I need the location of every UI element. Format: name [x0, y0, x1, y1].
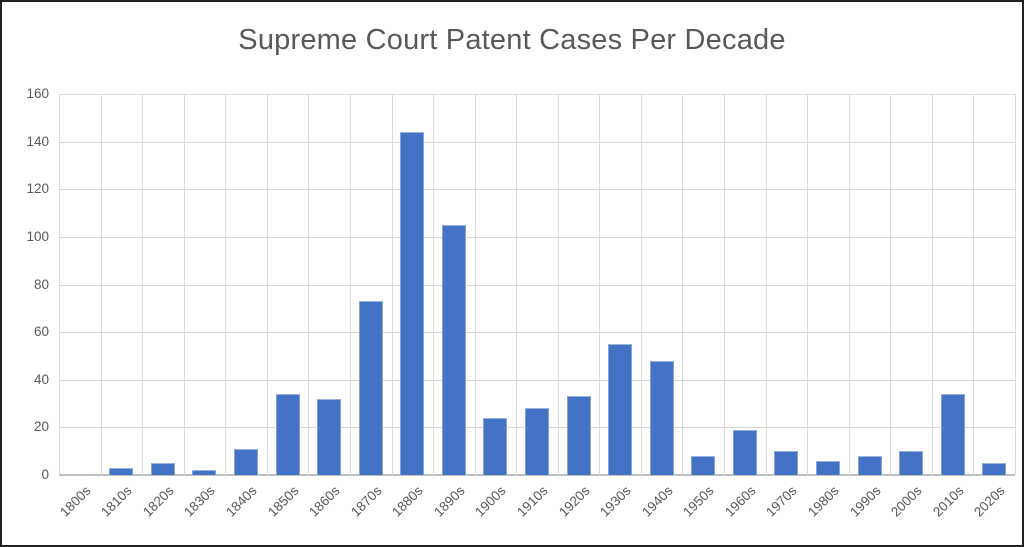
y-tick-label-120: 120 [26, 181, 49, 197]
bar-1870s [358, 301, 383, 475]
bar-1810s [109, 468, 134, 475]
gridline-vertical [973, 94, 974, 475]
y-tick-label-20: 20 [33, 419, 49, 435]
gridline-vertical [308, 94, 309, 475]
gridline-vertical [766, 94, 767, 475]
bar-1910s [525, 408, 549, 475]
gridline-vertical [558, 94, 559, 475]
bar-1990s [857, 456, 882, 475]
gridline-vertical [890, 94, 891, 475]
y-tick-label-160: 160 [26, 86, 49, 101]
y-tick-label-80: 80 [33, 276, 49, 292]
gridline-vertical [807, 94, 808, 475]
gridline-horizontal [59, 189, 1015, 191]
bar-1890s [441, 225, 466, 475]
bar-2000s [899, 451, 924, 475]
bar-1860s [317, 399, 342, 475]
gridline-vertical [724, 94, 725, 475]
gridline-vertical [184, 94, 185, 475]
bar-1840s [234, 449, 259, 475]
bar-1930s [608, 344, 633, 475]
gridline-vertical [101, 94, 102, 475]
y-tick-label-140: 140 [26, 133, 49, 149]
gridline-vertical [142, 94, 143, 475]
bar-2020s [982, 463, 1007, 475]
gridline-vertical [225, 94, 226, 475]
gridline-vertical [682, 94, 683, 475]
bar-1880s [400, 132, 425, 475]
gridline-vertical [267, 94, 268, 475]
bar-2010s [940, 394, 965, 475]
gridline-horizontal [59, 332, 1015, 334]
x-axis-line [59, 474, 1015, 476]
gridline-horizontal [59, 236, 1015, 238]
gridline-vertical [59, 94, 60, 475]
bar-1950s [691, 456, 716, 475]
gridline-vertical [1015, 94, 1016, 475]
plot-area [59, 94, 1016, 476]
gridline-vertical [433, 94, 434, 475]
y-tick-label-40: 40 [33, 371, 49, 387]
gridline-vertical [599, 94, 600, 475]
y-tick-label-100: 100 [26, 228, 49, 244]
gridline-horizontal [59, 94, 1015, 95]
bar-1980s [815, 461, 840, 475]
gridline-vertical [932, 94, 933, 475]
gridline-vertical [641, 94, 642, 475]
gridline-horizontal [59, 284, 1015, 286]
bar-1940s [649, 361, 674, 475]
gridline-vertical [350, 94, 351, 475]
bar-1920s [566, 396, 591, 475]
gridline-vertical [392, 94, 393, 475]
bar-1830s [192, 470, 217, 475]
bar-1960s [732, 430, 757, 475]
gridline-vertical [475, 94, 476, 475]
chart-title: Supreme Court Patent Cases Per Decade [238, 24, 786, 56]
gridline-vertical [516, 94, 517, 475]
bar-1900s [483, 418, 508, 475]
bar-1850s [275, 394, 300, 475]
y-tick-label-60: 60 [33, 324, 49, 340]
y-tick-label-0: 0 [41, 467, 49, 482]
gridline-horizontal [59, 379, 1015, 381]
gridline-horizontal [59, 141, 1015, 143]
bar-1970s [774, 451, 799, 475]
bar-1820s [150, 463, 175, 475]
gridline-vertical [849, 94, 850, 475]
